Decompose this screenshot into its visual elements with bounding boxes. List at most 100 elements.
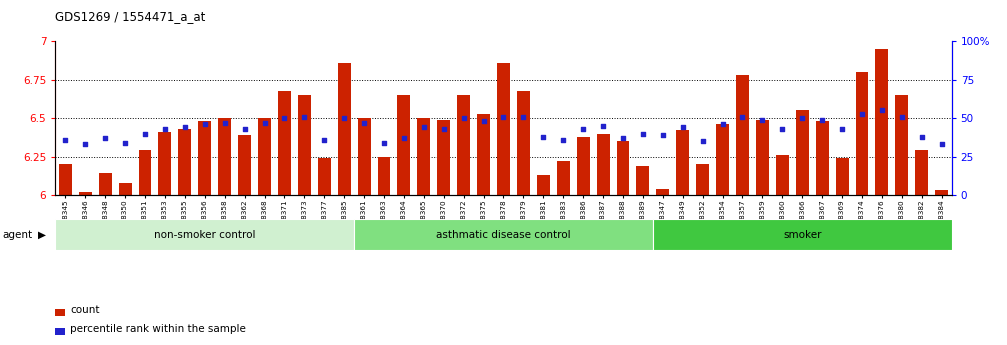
- Point: [157, 126, 173, 132]
- Bar: [158, 132, 171, 195]
- Point: [795, 115, 811, 121]
- Point: [615, 135, 631, 141]
- Bar: [537, 175, 550, 195]
- Bar: [318, 158, 330, 195]
- Point: [436, 126, 452, 132]
- Point: [455, 115, 471, 121]
- Point: [257, 120, 273, 126]
- Bar: [58, 164, 71, 195]
- Point: [894, 114, 910, 119]
- Bar: [895, 95, 908, 195]
- Text: smoker: smoker: [783, 230, 822, 239]
- Bar: [354, 219, 653, 250]
- Bar: [736, 75, 749, 195]
- Point: [137, 131, 153, 136]
- Bar: [716, 124, 729, 195]
- Bar: [437, 120, 450, 195]
- Text: agent: agent: [2, 230, 32, 239]
- Bar: [378, 157, 391, 195]
- Bar: [653, 219, 952, 250]
- Point: [655, 132, 671, 138]
- Bar: [337, 63, 350, 195]
- Bar: [398, 95, 411, 195]
- Bar: [816, 121, 829, 195]
- Bar: [198, 121, 211, 195]
- Point: [715, 121, 731, 127]
- Bar: [936, 190, 949, 195]
- Point: [734, 114, 750, 119]
- Bar: [677, 130, 689, 195]
- Bar: [417, 118, 430, 195]
- Point: [296, 114, 312, 119]
- Bar: [796, 110, 809, 195]
- Bar: [477, 114, 490, 195]
- Point: [97, 135, 113, 141]
- Text: percentile rank within the sample: percentile rank within the sample: [70, 324, 247, 334]
- Point: [495, 114, 512, 119]
- Bar: [457, 95, 470, 195]
- Bar: [298, 95, 311, 195]
- Point: [196, 121, 212, 127]
- Bar: [357, 118, 371, 195]
- Point: [834, 126, 850, 132]
- Point: [933, 141, 950, 147]
- Point: [316, 137, 332, 142]
- Point: [695, 138, 711, 144]
- Point: [913, 134, 929, 139]
- Bar: [79, 192, 92, 195]
- Point: [675, 125, 691, 130]
- Bar: [875, 49, 888, 195]
- Text: GDS1269 / 1554471_a_at: GDS1269 / 1554471_a_at: [55, 10, 205, 23]
- Bar: [657, 189, 670, 195]
- Text: non-smoker control: non-smoker control: [154, 230, 256, 239]
- Point: [575, 126, 591, 132]
- Point: [336, 115, 352, 121]
- Point: [276, 115, 292, 121]
- Point: [356, 120, 373, 126]
- Bar: [557, 161, 570, 195]
- Point: [774, 126, 790, 132]
- Point: [475, 118, 491, 124]
- Bar: [178, 129, 191, 195]
- Bar: [856, 72, 868, 195]
- Bar: [915, 150, 928, 195]
- Bar: [99, 174, 112, 195]
- Bar: [836, 158, 849, 195]
- Point: [634, 131, 651, 136]
- Bar: [517, 90, 530, 195]
- Point: [854, 111, 870, 116]
- Point: [376, 140, 392, 146]
- Point: [874, 108, 890, 113]
- Point: [555, 137, 571, 142]
- Bar: [636, 166, 650, 195]
- Point: [536, 134, 552, 139]
- Bar: [775, 155, 788, 195]
- Point: [177, 125, 193, 130]
- Bar: [696, 164, 709, 195]
- Bar: [119, 183, 132, 195]
- Bar: [497, 63, 510, 195]
- Bar: [238, 135, 251, 195]
- Point: [57, 137, 74, 142]
- Point: [595, 123, 611, 129]
- Point: [396, 135, 412, 141]
- Bar: [139, 150, 151, 195]
- Bar: [278, 90, 291, 195]
- Bar: [577, 137, 590, 195]
- Point: [217, 120, 233, 126]
- Bar: [596, 134, 609, 195]
- Point: [237, 126, 253, 132]
- Point: [78, 141, 94, 147]
- Text: asthmatic disease control: asthmatic disease control: [436, 230, 571, 239]
- Text: ▶: ▶: [38, 230, 46, 239]
- Bar: [219, 118, 232, 195]
- Point: [416, 125, 432, 130]
- Bar: [756, 120, 769, 195]
- Bar: [258, 118, 271, 195]
- Point: [516, 114, 532, 119]
- Bar: [55, 219, 354, 250]
- Point: [117, 140, 133, 146]
- Point: [754, 117, 770, 122]
- Point: [814, 117, 830, 122]
- Text: count: count: [70, 305, 100, 315]
